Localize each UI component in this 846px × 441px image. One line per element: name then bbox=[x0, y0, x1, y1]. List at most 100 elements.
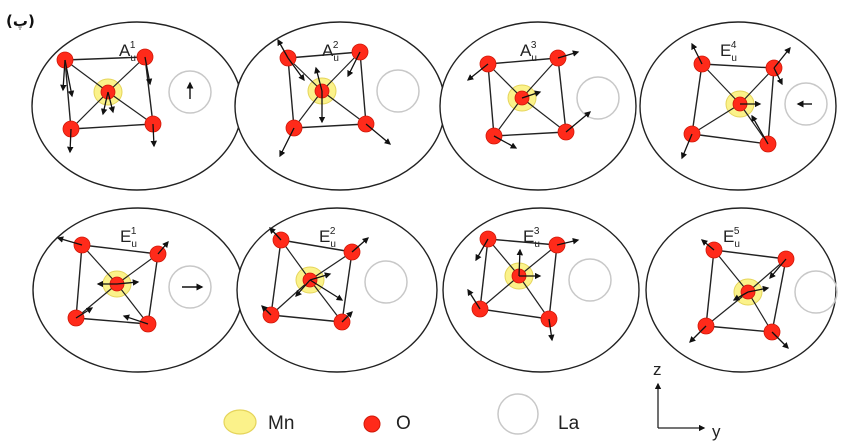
displacement-arrow bbox=[548, 318, 555, 342]
displacement-arrow bbox=[150, 123, 158, 148]
displacement-arrow bbox=[122, 314, 149, 325]
mn-o-bond bbox=[479, 275, 520, 310]
displacement-arrow bbox=[309, 272, 332, 281]
displacement-arrow bbox=[144, 56, 153, 86]
la-ion bbox=[364, 260, 408, 304]
octahedron-edge bbox=[270, 314, 343, 323]
octahedron-edge bbox=[479, 308, 550, 320]
mn-o-bond bbox=[116, 253, 159, 285]
octahedron-edge bbox=[270, 239, 282, 316]
mn-o-bond bbox=[70, 91, 109, 130]
octahedron-edge bbox=[705, 325, 773, 333]
mn-o-bond bbox=[713, 249, 749, 293]
mode-superscript: 1 bbox=[130, 40, 136, 51]
octahedron-edge bbox=[81, 244, 159, 255]
displacement-arrow bbox=[365, 123, 391, 145]
legend: Mn O La bbox=[223, 393, 580, 435]
octahedron-edge bbox=[70, 123, 154, 130]
displacement-arrow bbox=[314, 66, 323, 92]
mn-o-bond bbox=[521, 97, 567, 133]
mode-superscript: 5 bbox=[734, 226, 740, 237]
mn-o-bond bbox=[107, 56, 146, 93]
mode-label: Eu 4 bbox=[720, 40, 737, 64]
octahedron-edge bbox=[75, 244, 83, 319]
displacement-arrow bbox=[689, 325, 707, 343]
legend-la-label: La bbox=[558, 413, 580, 434]
mode-subscript: u bbox=[531, 53, 537, 64]
displacement-arrow bbox=[521, 90, 542, 99]
displacement-arrow bbox=[516, 248, 524, 277]
octahedron-edge bbox=[557, 57, 567, 133]
coordinate-axes: z y bbox=[653, 360, 721, 441]
displacement-arrow bbox=[467, 288, 481, 310]
panel-boundary bbox=[439, 21, 637, 191]
legend-mn-label: Mn bbox=[268, 413, 294, 434]
y-axis-label: y bbox=[712, 422, 721, 441]
la-ion bbox=[168, 70, 212, 114]
mode-subscript: u bbox=[330, 239, 336, 250]
displacement-arrow bbox=[475, 238, 489, 262]
octahedron-edge bbox=[771, 258, 787, 333]
mode-label: Eu 3 bbox=[523, 226, 540, 250]
displacement-arrow bbox=[732, 291, 749, 301]
displacement-arrow bbox=[681, 133, 693, 160]
octahedron-edge bbox=[64, 56, 146, 61]
mode-letter: E bbox=[723, 227, 734, 246]
panel-tag: (پ) bbox=[6, 12, 35, 30]
mode-subscript: u bbox=[333, 53, 339, 64]
mn-o-bond bbox=[81, 244, 118, 285]
mode-superscript: 2 bbox=[330, 226, 336, 237]
mode-superscript: 4 bbox=[731, 40, 737, 51]
mode-panel-A2u: Au 2 bbox=[234, 21, 446, 191]
mode-superscript: 1 bbox=[131, 226, 137, 237]
octahedron-edge bbox=[713, 249, 787, 260]
octahedron-edge bbox=[147, 253, 159, 325]
mode-letter: E bbox=[720, 41, 731, 60]
octahedron-edge bbox=[287, 57, 295, 129]
mn-o-bond bbox=[321, 51, 361, 92]
legend-o-swatch bbox=[363, 415, 381, 433]
displacement-arrow bbox=[769, 258, 787, 279]
displacement-arrow bbox=[493, 135, 518, 149]
octahedron-edge bbox=[487, 238, 558, 246]
displacement-arrow bbox=[341, 311, 353, 323]
displacement-arrow bbox=[691, 42, 703, 65]
mode-superscript: 3 bbox=[531, 40, 537, 51]
displacement-arrow bbox=[557, 50, 580, 59]
octahedron-edge bbox=[287, 51, 361, 59]
octahedron-edge bbox=[341, 251, 353, 323]
legend-o-label: O bbox=[396, 413, 411, 434]
octahedron-edge bbox=[705, 249, 715, 327]
mn-o-bond bbox=[309, 279, 343, 323]
octahedron-edge bbox=[493, 131, 567, 137]
displacement-arrow bbox=[309, 279, 344, 301]
octahedron-edge bbox=[701, 63, 775, 69]
mn-o-bond bbox=[270, 279, 311, 316]
la-ion bbox=[376, 69, 420, 113]
mn-o-bond bbox=[691, 103, 741, 135]
mode-letter: E bbox=[523, 227, 534, 246]
mode-subscript: u bbox=[734, 239, 740, 250]
la-ion bbox=[568, 258, 612, 302]
displacement-arrow bbox=[157, 241, 169, 255]
displacement-arrow bbox=[277, 38, 289, 59]
mode-subscript: u bbox=[130, 53, 136, 64]
mode-letter: A bbox=[322, 41, 334, 60]
mode-subscript: u bbox=[534, 239, 540, 250]
mode-superscript: 3 bbox=[534, 226, 540, 237]
mn-o-bond bbox=[75, 283, 118, 319]
panel-boundary bbox=[442, 207, 640, 373]
panel-boundary bbox=[236, 207, 438, 373]
displacement-arrow bbox=[261, 305, 272, 316]
displacement-arrow bbox=[75, 307, 94, 319]
mode-letter: A bbox=[520, 41, 532, 60]
legend-la-swatch bbox=[497, 393, 539, 435]
octahedron-edge bbox=[75, 317, 149, 325]
mn-o-bond bbox=[518, 275, 550, 320]
octahedron-edge bbox=[691, 63, 703, 135]
mode-panel-A1u: Au 1 bbox=[31, 21, 243, 191]
mode-letter: A bbox=[119, 41, 131, 60]
displacement-arrow bbox=[107, 91, 115, 114]
mode-letter: E bbox=[319, 227, 330, 246]
